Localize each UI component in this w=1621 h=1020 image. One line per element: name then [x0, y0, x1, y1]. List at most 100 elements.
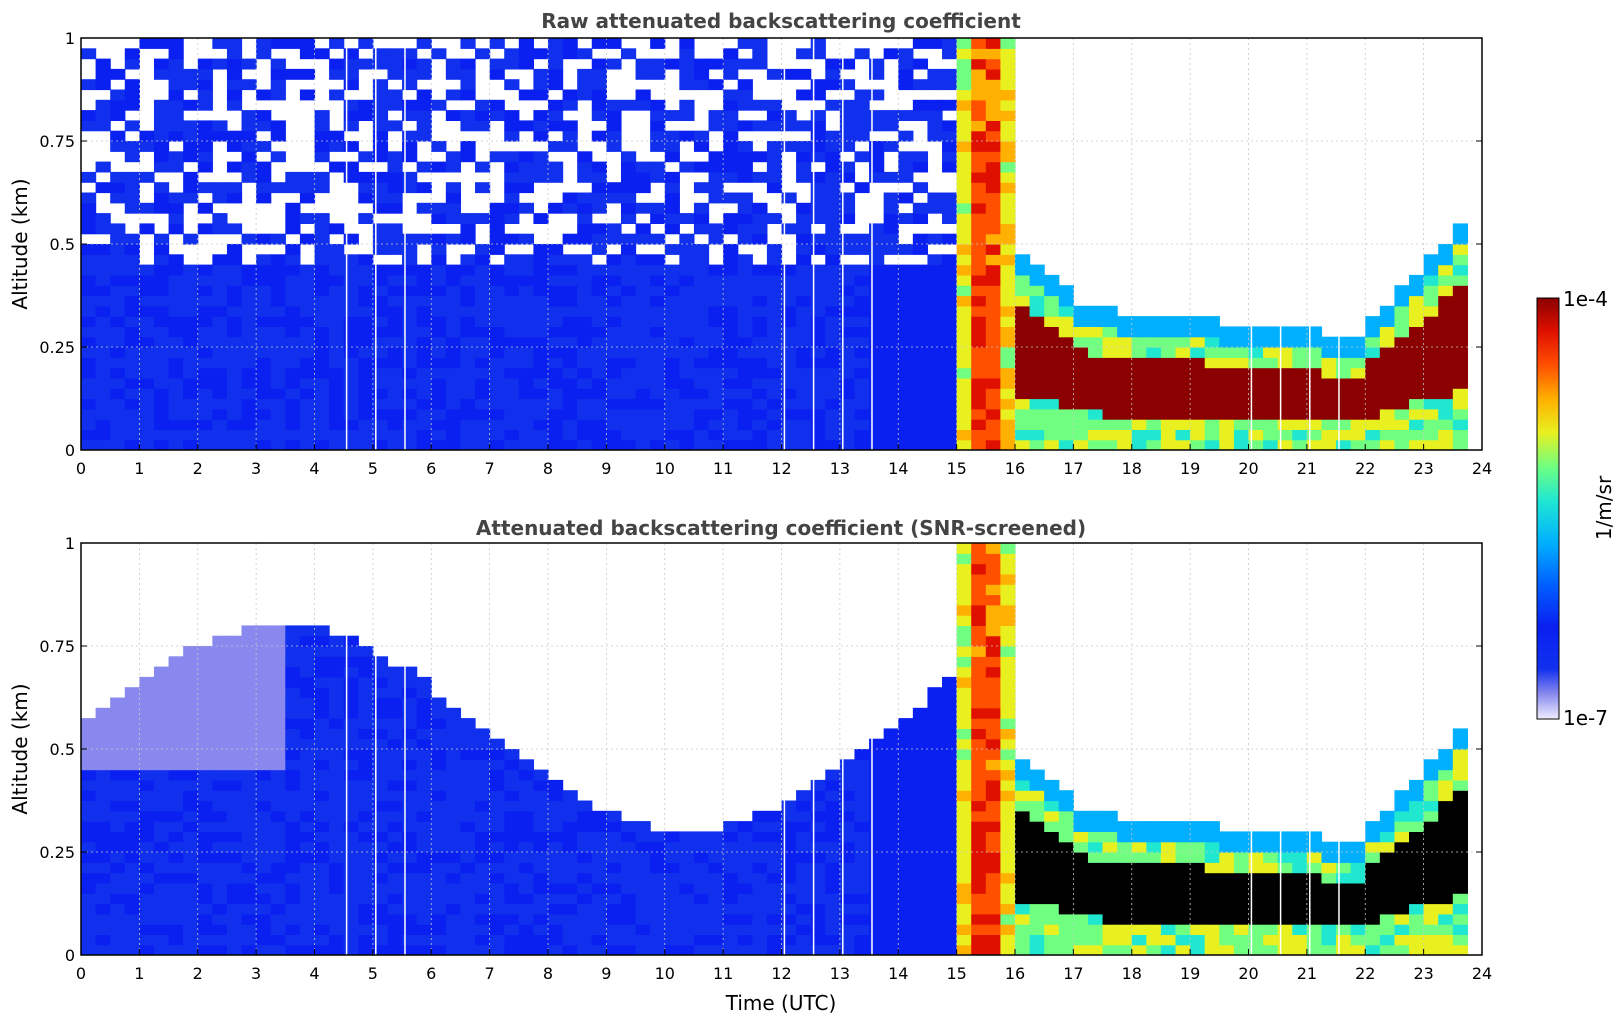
heatmap-cell	[766, 852, 783, 863]
heatmap-cell	[431, 48, 447, 60]
heatmap-cell	[635, 367, 651, 379]
heatmap-cell	[153, 264, 170, 276]
heatmap-cell	[81, 759, 97, 771]
heatmap-cell	[825, 192, 841, 204]
heatmap-cell	[95, 99, 111, 111]
heatmap-cell	[445, 429, 462, 441]
heatmap-cell	[475, 924, 491, 935]
heatmap-cell	[781, 316, 797, 327]
heatmap-cell	[912, 110, 929, 121]
heatmap-cell	[942, 893, 958, 905]
heatmap-cell	[533, 213, 549, 224]
heatmap-cell	[1219, 831, 1235, 843]
heatmap-cell	[1000, 604, 1016, 616]
heatmap-cell	[1073, 326, 1089, 338]
heatmap-cell	[1000, 58, 1016, 70]
heatmap-cell	[591, 89, 607, 101]
heatmap-cell	[270, 738, 286, 750]
heatmap-cell	[81, 110, 97, 121]
heatmap-cell	[737, 831, 753, 843]
heatmap-cell	[241, 130, 257, 142]
heatmap-cell	[1336, 862, 1352, 874]
heatmap-cell	[139, 903, 155, 915]
heatmap-cell	[270, 285, 286, 297]
heatmap-cell	[737, 347, 753, 358]
heatmap-cell	[518, 161, 534, 173]
heatmap-cell	[635, 326, 651, 338]
heatmap-cell	[1277, 408, 1293, 420]
heatmap-cell	[723, 120, 739, 132]
heatmap-cell	[1336, 367, 1352, 379]
heatmap-cell	[548, 295, 564, 307]
heatmap-cell	[110, 738, 126, 750]
heatmap-cell	[256, 398, 272, 410]
heatmap-cell	[1190, 439, 1206, 450]
heatmap-cell	[504, 377, 520, 389]
heatmap-cell	[489, 831, 505, 843]
heatmap-cell	[766, 264, 783, 276]
heatmap-cell	[1321, 388, 1337, 400]
heatmap-cell	[883, 439, 899, 450]
heatmap-cell	[796, 151, 812, 163]
heatmap-cell	[460, 285, 476, 297]
heatmap-cell	[358, 285, 374, 297]
heatmap-cell	[329, 285, 345, 297]
heatmap-cell	[956, 295, 972, 307]
heatmap-cell	[985, 264, 1001, 276]
heatmap-cell	[445, 347, 462, 358]
heatmap-cell	[1131, 841, 1147, 853]
heatmap-cell	[796, 831, 812, 843]
heatmap-cell	[927, 687, 943, 699]
heatmap-cell	[314, 790, 330, 802]
heatmap-cell	[1263, 398, 1279, 410]
heatmap-cell	[1117, 336, 1133, 348]
heatmap-cell	[256, 439, 272, 450]
heatmap-cell	[329, 326, 345, 338]
heatmap-cell	[912, 274, 929, 286]
heatmap-cell	[1044, 398, 1060, 410]
heatmap-cell	[489, 388, 505, 400]
heatmap-cell	[402, 872, 418, 884]
heatmap-cell	[168, 58, 184, 70]
heatmap-cell	[1015, 903, 1031, 915]
heatmap-cell	[1438, 388, 1454, 400]
heatmap-cell	[1073, 872, 1089, 884]
heatmap-cell	[314, 769, 330, 781]
heatmap-cell	[124, 697, 140, 709]
heatmap-cell	[1321, 944, 1337, 955]
panel-raw: Raw attenuated backscattering coefficien…	[8, 9, 1492, 478]
heatmap-cell	[810, 38, 826, 49]
heatmap-cell	[985, 584, 1001, 596]
heatmap-cell	[606, 913, 622, 925]
heatmap-cell	[445, 151, 462, 163]
heatmap-cell	[956, 707, 972, 719]
heatmap-cell	[796, 336, 812, 348]
heatmap-cell	[183, 944, 199, 955]
heatmap-cell	[985, 151, 1001, 163]
heatmap-cell	[1000, 646, 1016, 657]
heatmap-cell	[212, 676, 228, 688]
colorbar-min-label: 1e-7	[1563, 706, 1608, 730]
heatmap-cell	[270, 934, 286, 946]
heatmap-cell	[1146, 831, 1162, 843]
heatmap-cell	[241, 862, 257, 874]
heatmap-cell	[1087, 831, 1104, 843]
heatmap-cell	[708, 120, 724, 132]
heatmap-cell	[285, 800, 301, 812]
heatmap-cell	[489, 749, 505, 760]
heatmap-cell	[416, 841, 432, 853]
heatmap-cell	[985, 171, 1001, 183]
heatmap-cell	[1394, 305, 1410, 317]
heatmap-cell	[416, 110, 432, 121]
heatmap-cell	[548, 264, 564, 276]
heatmap-cell	[562, 821, 578, 832]
heatmap-cell	[752, 285, 768, 297]
heatmap-cell	[343, 367, 359, 379]
heatmap-cell	[883, 326, 899, 338]
heatmap-cell	[416, 821, 432, 832]
heatmap-cell	[387, 202, 403, 214]
heatmap-cell	[299, 903, 316, 915]
heatmap-cell	[1452, 264, 1468, 276]
heatmap-cell	[956, 738, 972, 750]
heatmap-cell	[723, 852, 739, 863]
